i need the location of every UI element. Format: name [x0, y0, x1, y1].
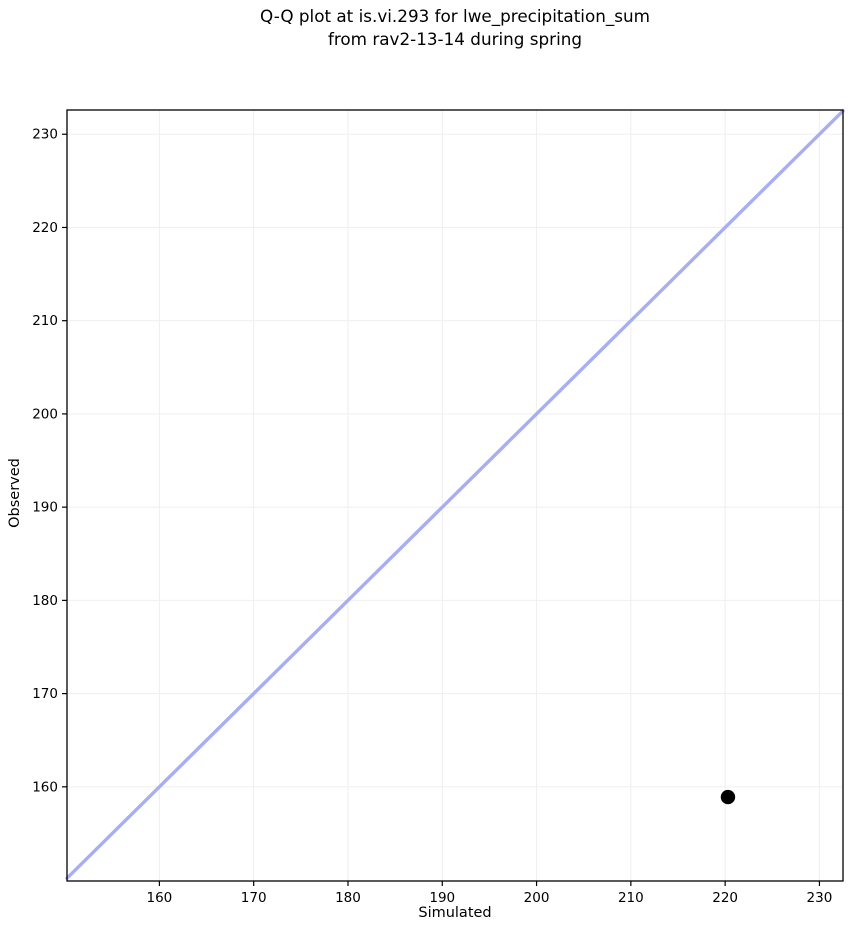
x-tick-label: 170 [241, 890, 267, 906]
y-tick-label: 230 [32, 127, 58, 143]
x-tick-label: 160 [147, 890, 173, 906]
x-axis-label: Simulated [418, 905, 491, 921]
x-tick-label: 200 [524, 890, 550, 906]
x-tick-label: 190 [429, 890, 455, 906]
x-tick-label: 180 [335, 890, 361, 906]
y-tick-labels: 160 170 180 190 200 210 220 230 [32, 127, 58, 796]
axis-tick-marks [62, 133, 821, 886]
x-tick-label: 230 [807, 890, 833, 906]
identity-line [65, 109, 845, 880]
y-axis-label: Observed [7, 458, 23, 528]
gridlines [67, 110, 843, 881]
y-tick-label: 210 [32, 313, 58, 329]
y-tick-label: 220 [32, 220, 58, 236]
y-tick-label: 190 [32, 500, 58, 516]
chart-title-line2: from rav2-13-14 during spring [328, 29, 582, 49]
x-tick-labels: 160 170 180 190 200 210 220 230 [147, 890, 833, 906]
scatter-points [720, 789, 736, 805]
x-tick-label: 220 [712, 890, 738, 906]
y-tick-label: 160 [32, 779, 58, 795]
y-tick-label: 200 [32, 406, 58, 422]
y-tick-label: 170 [32, 686, 58, 702]
y-tick-label: 180 [32, 593, 58, 609]
x-tick-label: 210 [618, 890, 644, 906]
data-point [720, 789, 736, 805]
plot-frame [66, 109, 844, 882]
chart-title-line1: Q-Q plot at is.vi.293 for lwe_precipitat… [260, 6, 650, 27]
